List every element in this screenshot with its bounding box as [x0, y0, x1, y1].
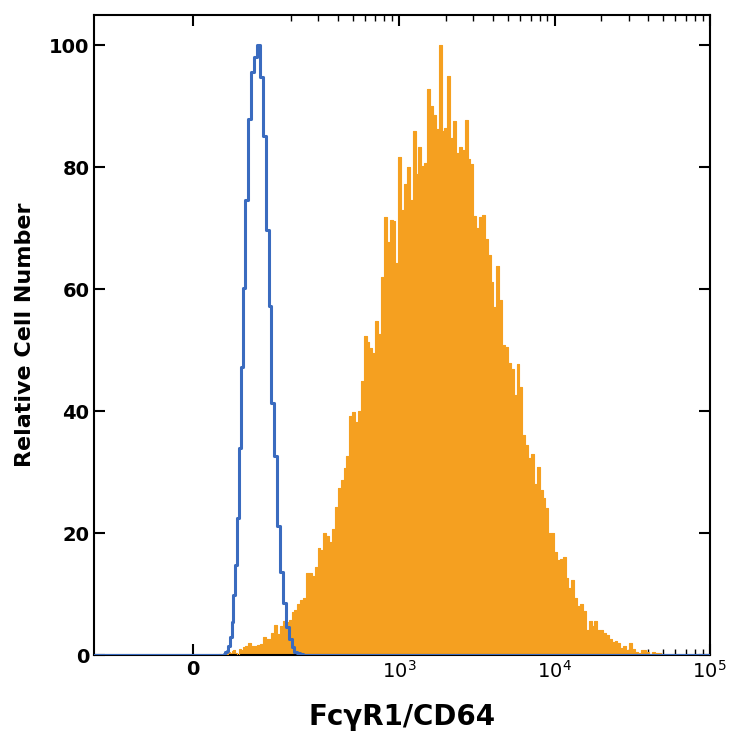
- X-axis label: FcγR1/CD64: FcγR1/CD64: [309, 703, 496, 731]
- Y-axis label: Relative Cell Number: Relative Cell Number: [15, 203, 35, 468]
